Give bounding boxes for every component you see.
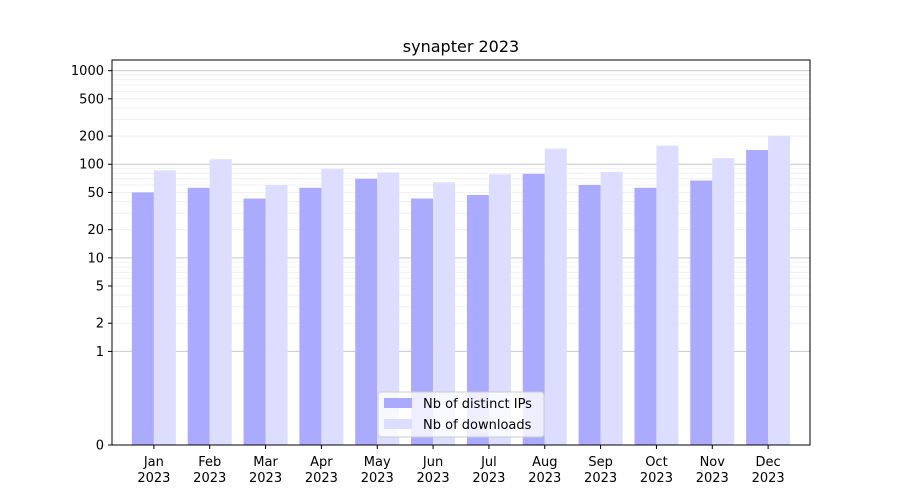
bar-downloads — [377, 172, 400, 446]
bar-distinct-ips — [187, 187, 210, 445]
x-tick-label-year: 2023 — [472, 471, 505, 486]
y-tick-label: 50 — [87, 186, 104, 201]
x-tick-label-year: 2023 — [193, 471, 226, 486]
x-tick-label-month: Jan — [143, 455, 164, 470]
y-tick-label: 1 — [96, 345, 104, 360]
bar-downloads — [544, 148, 567, 445]
bar-downloads — [153, 170, 176, 445]
bar-downloads — [321, 168, 344, 445]
y-tick-label: 2 — [96, 317, 104, 332]
y-tick-label: 500 — [79, 92, 104, 107]
x-tick-label-month: Oct — [645, 455, 667, 470]
x-tick-label-year: 2023 — [584, 471, 617, 486]
bar-distinct-ips — [690, 180, 713, 446]
y-tick-label: 20 — [87, 223, 104, 238]
chart-title: synapter 2023 — [403, 37, 519, 56]
bar-distinct-ips — [466, 194, 489, 445]
x-tick-label-year: 2023 — [305, 471, 338, 486]
legend-label: Nb of downloads — [423, 418, 532, 433]
y-axis: 0 1 2 5 10 20 50 100 200 500 1000 — [71, 64, 112, 454]
bar-distinct-ips — [243, 198, 266, 445]
y-tick-label: 200 — [79, 130, 104, 145]
plot-frame — [111, 59, 811, 446]
y-tick-label: 10 — [87, 251, 104, 266]
x-tick-label-month: Jun — [422, 455, 443, 470]
x-tick-label-month: Nov — [700, 455, 726, 470]
bar-downloads — [265, 185, 288, 445]
x-tick-label-month: Aug — [532, 455, 557, 470]
x-tick-label-year: 2023 — [640, 471, 673, 486]
bar-distinct-ips — [578, 185, 601, 445]
bars — [131, 136, 791, 446]
x-tick-label-month: Apr — [310, 455, 333, 470]
x-tick-label-year: 2023 — [417, 471, 450, 486]
bar-downloads — [488, 174, 511, 445]
x-tick-label-year: 2023 — [137, 471, 170, 486]
bar-distinct-ips — [746, 149, 769, 445]
x-tick-label-month: Feb — [198, 455, 221, 470]
bar-downloads — [209, 159, 232, 446]
x-tick-label-year: 2023 — [361, 471, 394, 486]
bar-downloads — [600, 171, 623, 445]
bar-downloads — [712, 158, 735, 446]
x-tick-label-year: 2023 — [752, 471, 785, 486]
legend-swatch — [384, 419, 412, 429]
x-tick-label-month: Jul — [480, 455, 497, 470]
bar-downloads — [433, 182, 456, 445]
bar-distinct-ips — [522, 173, 545, 446]
bar-distinct-ips — [355, 178, 378, 446]
bar-distinct-ips — [411, 198, 434, 445]
y-tick-label: 1000 — [71, 64, 104, 79]
x-axis: Jan2023Feb2023Mar2023Apr2023May2023Jun20… — [137, 445, 785, 486]
x-tick-label-month: Dec — [756, 455, 781, 470]
legend-swatch — [384, 398, 412, 408]
x-tick-label-month: May — [364, 455, 391, 470]
x-tick-label-month: Sep — [588, 455, 613, 470]
x-tick-label-year: 2023 — [528, 471, 561, 486]
legend: Nb of distinct IPs Nb of downloads — [377, 391, 545, 438]
y-tick-label: 0 — [96, 439, 104, 454]
y-tick-label: 5 — [96, 280, 104, 295]
bar-downloads — [768, 136, 791, 446]
bar-distinct-ips — [131, 192, 154, 445]
x-tick-label-year: 2023 — [249, 471, 282, 486]
x-tick-label-month: Mar — [253, 455, 278, 470]
bar-distinct-ips — [299, 187, 322, 445]
bar-distinct-ips — [634, 187, 657, 445]
legend-label: Nb of distinct IPs — [423, 397, 532, 412]
bar-downloads — [656, 145, 679, 445]
y-tick-label: 100 — [79, 158, 104, 173]
x-tick-label-year: 2023 — [696, 471, 729, 486]
legend-box — [377, 391, 545, 438]
